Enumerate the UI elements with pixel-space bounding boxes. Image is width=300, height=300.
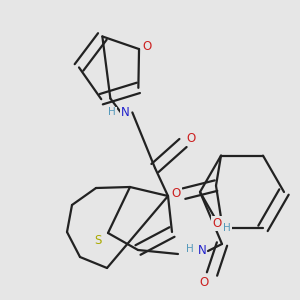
Text: H: H [186, 244, 194, 254]
Text: O: O [171, 187, 181, 200]
Text: H: H [223, 223, 231, 232]
Text: N: N [198, 244, 206, 257]
Text: N: N [121, 106, 130, 119]
Text: O: O [200, 275, 208, 289]
Text: O: O [186, 133, 196, 146]
Text: S: S [94, 235, 102, 248]
Text: O: O [142, 40, 152, 52]
Text: O: O [212, 217, 222, 230]
Text: H: H [109, 107, 116, 117]
